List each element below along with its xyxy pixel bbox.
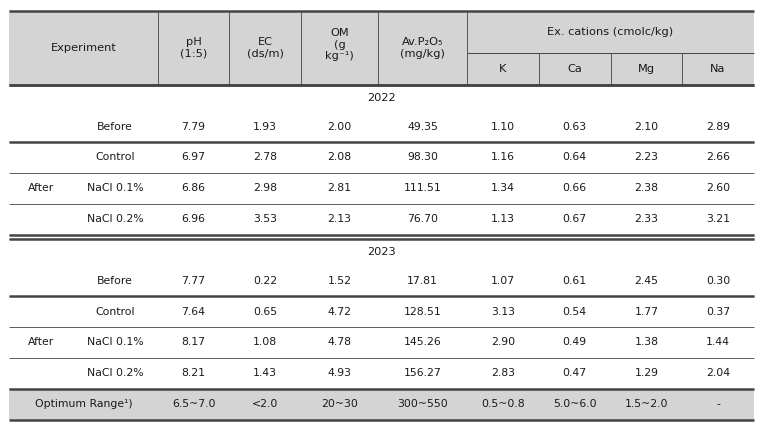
Text: 0.37: 0.37 (706, 306, 730, 317)
Text: Control: Control (95, 152, 134, 163)
Text: 300~550: 300~550 (398, 399, 448, 409)
Text: 111.51: 111.51 (404, 183, 442, 194)
Text: 4.78: 4.78 (327, 337, 352, 348)
Text: 0.30: 0.30 (706, 276, 730, 286)
Text: 2.23: 2.23 (634, 152, 658, 163)
Text: Optimum Range¹): Optimum Range¹) (34, 399, 132, 409)
Text: 1.77: 1.77 (634, 306, 658, 317)
Text: 76.70: 76.70 (407, 214, 438, 224)
Text: 4.93: 4.93 (327, 368, 352, 379)
Text: 2.90: 2.90 (491, 337, 515, 348)
Text: 8.21: 8.21 (182, 368, 205, 379)
Text: 156.27: 156.27 (404, 368, 442, 379)
Text: 2.81: 2.81 (327, 183, 352, 194)
Text: EC
(ds/m): EC (ds/m) (246, 37, 284, 59)
Text: 8.17: 8.17 (182, 337, 205, 348)
Text: 4.72: 4.72 (327, 306, 352, 317)
Text: Experiment: Experiment (50, 43, 117, 53)
Text: 5.0~6.0: 5.0~6.0 (553, 399, 597, 409)
Text: 6.5~7.0: 6.5~7.0 (172, 399, 215, 409)
Text: 1.38: 1.38 (634, 337, 658, 348)
Text: 0.54: 0.54 (562, 306, 587, 317)
Text: 2.00: 2.00 (327, 121, 352, 132)
Text: 6.97: 6.97 (182, 152, 205, 163)
Text: 2.45: 2.45 (634, 276, 658, 286)
Text: 6.86: 6.86 (182, 183, 205, 194)
Text: NaCl 0.2%: NaCl 0.2% (87, 214, 143, 224)
Text: pH
(1:5): pH (1:5) (180, 37, 208, 59)
Text: 1.13: 1.13 (491, 214, 515, 224)
Text: 2023: 2023 (367, 247, 396, 257)
Text: 0.66: 0.66 (562, 183, 587, 194)
Text: 1.08: 1.08 (253, 337, 277, 348)
Text: Control: Control (95, 306, 134, 317)
Text: 128.51: 128.51 (404, 306, 442, 317)
Text: 1.10: 1.10 (491, 121, 515, 132)
Text: 0.5~0.8: 0.5~0.8 (481, 399, 525, 409)
Text: 6.96: 6.96 (182, 214, 205, 224)
Text: 2.33: 2.33 (634, 214, 658, 224)
Text: NaCl 0.1%: NaCl 0.1% (87, 183, 143, 194)
Text: 2.13: 2.13 (327, 214, 352, 224)
Text: 0.47: 0.47 (562, 368, 587, 379)
Text: 1.44: 1.44 (706, 337, 730, 348)
Text: 7.79: 7.79 (182, 121, 205, 132)
Text: 0.65: 0.65 (253, 306, 277, 317)
Text: 1.29: 1.29 (634, 368, 658, 379)
Text: 2.83: 2.83 (491, 368, 515, 379)
Text: 7.64: 7.64 (182, 306, 205, 317)
Text: NaCl 0.1%: NaCl 0.1% (87, 337, 143, 348)
Text: Na: Na (710, 64, 726, 74)
Text: 2.10: 2.10 (634, 121, 658, 132)
Text: 2.66: 2.66 (706, 152, 730, 163)
Text: 1.52: 1.52 (327, 276, 352, 286)
Bar (9, 11, 754, 85)
Text: 0.49: 0.49 (562, 337, 587, 348)
Text: Before: Before (97, 276, 133, 286)
Text: 1.5~2.0: 1.5~2.0 (625, 399, 668, 409)
Text: 2.60: 2.60 (706, 183, 730, 194)
Text: 0.63: 0.63 (562, 121, 587, 132)
Text: After: After (27, 183, 53, 194)
Text: 2.89: 2.89 (706, 121, 730, 132)
Text: 0.61: 0.61 (562, 276, 587, 286)
Text: Ca: Ca (567, 64, 582, 74)
Text: 1.93: 1.93 (253, 121, 277, 132)
Text: 3.53: 3.53 (253, 214, 277, 224)
Text: 2022: 2022 (367, 93, 396, 103)
Text: 49.35: 49.35 (407, 121, 438, 132)
Text: 1.43: 1.43 (253, 368, 277, 379)
Bar (9, 389, 754, 420)
Text: K: K (499, 64, 507, 74)
Text: 17.81: 17.81 (407, 276, 438, 286)
Text: 2.08: 2.08 (327, 152, 352, 163)
Text: Av.P₂O₅
(mg/kg): Av.P₂O₅ (mg/kg) (400, 37, 445, 59)
Text: Before: Before (97, 121, 133, 132)
Text: 3.13: 3.13 (491, 306, 515, 317)
Text: 2.04: 2.04 (706, 368, 730, 379)
Text: 20~30: 20~30 (321, 399, 358, 409)
Text: 2.78: 2.78 (253, 152, 277, 163)
Text: 145.26: 145.26 (404, 337, 442, 348)
Text: 1.07: 1.07 (491, 276, 515, 286)
Text: OM
(g
kg⁻¹): OM (g kg⁻¹) (325, 28, 354, 61)
Text: 0.64: 0.64 (562, 152, 587, 163)
Text: 0.22: 0.22 (253, 276, 277, 286)
Text: After: After (27, 337, 53, 348)
Text: 0.67: 0.67 (562, 214, 587, 224)
Text: NaCl 0.2%: NaCl 0.2% (87, 368, 143, 379)
Text: 1.34: 1.34 (491, 183, 515, 194)
Text: 2.98: 2.98 (253, 183, 277, 194)
Text: <2.0: <2.0 (252, 399, 278, 409)
Text: 98.30: 98.30 (407, 152, 438, 163)
Text: 7.77: 7.77 (182, 276, 205, 286)
Text: -: - (716, 399, 720, 409)
Text: Ex. cations (cmolᴄ/kg): Ex. cations (cmolᴄ/kg) (547, 27, 674, 37)
Text: 2.38: 2.38 (634, 183, 658, 194)
Text: 1.16: 1.16 (491, 152, 515, 163)
Text: Mg: Mg (638, 64, 655, 74)
Text: 3.21: 3.21 (706, 214, 730, 224)
